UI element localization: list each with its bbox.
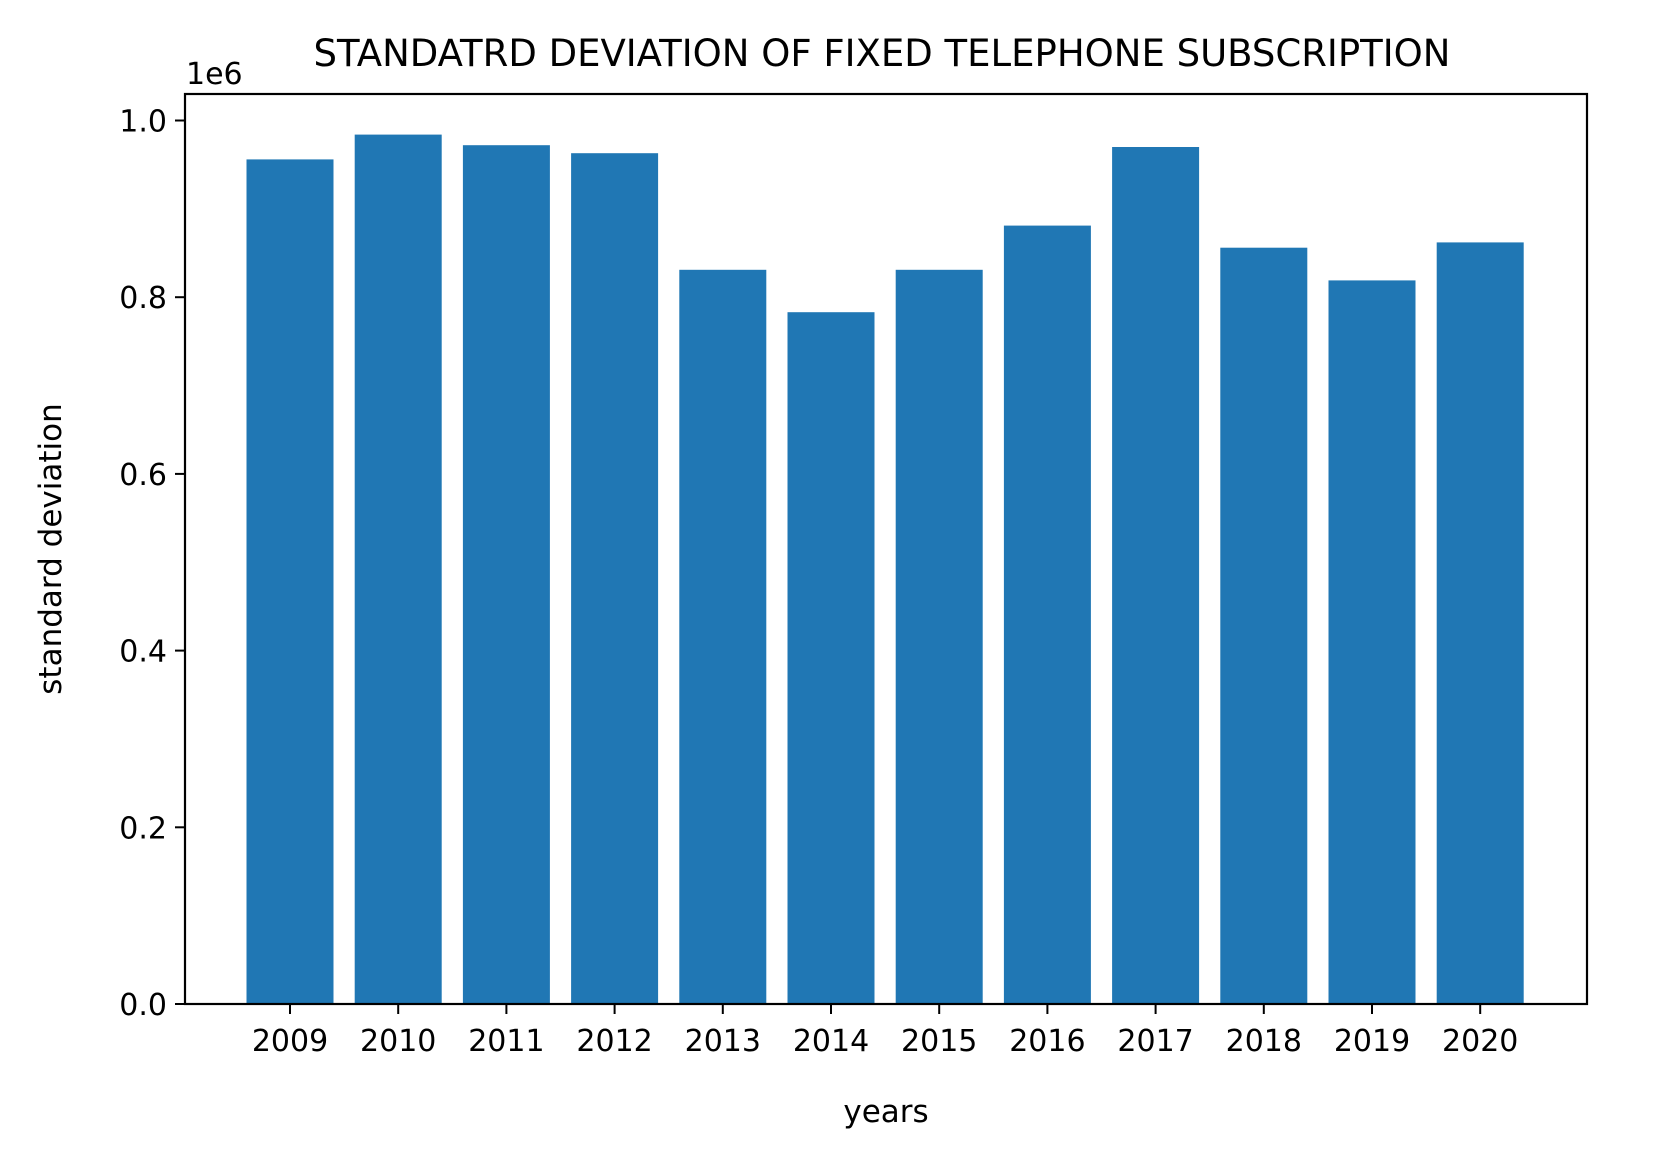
x-tick-label-2020: 2020 [1442, 1024, 1518, 1059]
y-axis-offset-label: 1e6 [186, 57, 243, 92]
bar-2011 [462, 145, 550, 1004]
y-tick-label-0.6: 0.6 [119, 458, 167, 493]
y-tick-label-0.2: 0.2 [119, 811, 167, 846]
bar-2012 [571, 153, 659, 1004]
bar-2010 [354, 134, 442, 1005]
bar-2016 [1003, 225, 1091, 1005]
x-tick-label-2019: 2019 [1334, 1024, 1410, 1059]
plot-frame [183, 92, 1589, 1006]
y-tick-label-0.0: 0.0 [119, 988, 167, 1023]
bar-2017 [1112, 147, 1200, 1004]
x-tick-label-2011: 2011 [468, 1024, 544, 1059]
bar-2018 [1220, 247, 1308, 1004]
y-tick-label-0.4: 0.4 [119, 635, 167, 670]
x-tick-label-2014: 2014 [793, 1024, 869, 1059]
x-tick-label-2012: 2012 [576, 1024, 652, 1059]
bar-2019 [1328, 280, 1416, 1004]
x-tick-label-2018: 2018 [1226, 1024, 1302, 1059]
x-tick-label-2016: 2016 [1009, 1024, 1085, 1059]
bar-2020 [1436, 242, 1524, 1004]
bars-layer [246, 134, 1524, 1005]
chart-title: STANDATRD DEVIATION OF FIXED TELEPHONE S… [314, 32, 1451, 75]
y-tick-label-1.0: 1.0 [119, 105, 167, 140]
bar-2014 [787, 312, 875, 1004]
x-tick-label-2009: 2009 [252, 1024, 328, 1059]
bar-2009 [246, 159, 334, 1004]
x-axis-title: years [843, 1094, 928, 1130]
x-axis: 2009 2010 2011 2012 2013 2014 2015 2016 2017 2018… [252, 1004, 1518, 1059]
x-tick-label-2015: 2015 [901, 1024, 977, 1059]
y-axis: 0.0 0.2 0.4 0.6 0.8 1.0 [119, 105, 185, 1023]
y-axis-title: standard deviation [33, 403, 69, 694]
y-tick-label-0.8: 0.8 [119, 281, 167, 316]
bar-2015 [895, 269, 983, 1004]
bar-2013 [679, 269, 767, 1004]
x-tick-label-2017: 2017 [1117, 1024, 1193, 1059]
x-tick-label-2010: 2010 [360, 1024, 436, 1059]
x-tick-label-2013: 2013 [685, 1024, 761, 1059]
